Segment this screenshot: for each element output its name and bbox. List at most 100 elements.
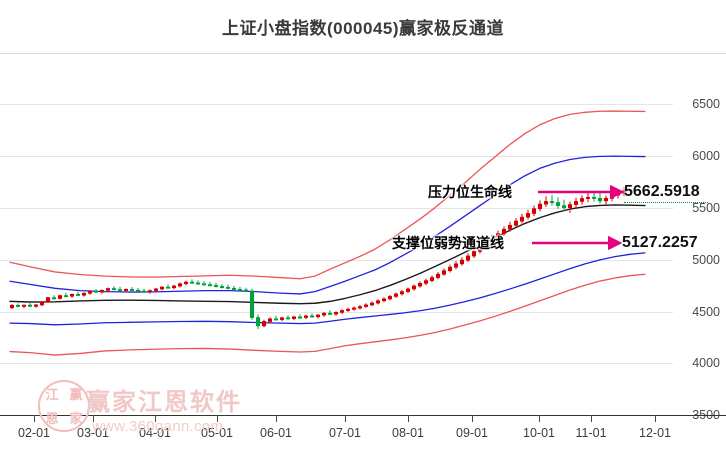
gridline-6000 [0,156,673,157]
candle-body [519,216,525,222]
x-tick-label: 09-01 [456,426,488,440]
candle-body [129,289,135,291]
candle-body [21,304,27,307]
annotation-label-resistance: 压力位生命线 [428,184,512,200]
x-tick-label: 07-01 [329,426,361,440]
gridline-5000 [0,260,673,261]
candle-body [117,289,123,292]
candle-body [249,290,255,318]
candle-body [87,290,93,294]
candle-body [471,251,477,257]
candle-body [579,198,585,202]
candle-body [153,288,159,291]
candle-body [531,208,537,214]
series-upper-red-band [9,110,646,280]
gridline-4000 [0,363,673,364]
candle-body [57,295,63,299]
candle-body [555,202,561,206]
candle-body [321,312,327,316]
series-lower-red-band [9,273,646,356]
candle-body [33,304,39,307]
seal-char-0: 江 [45,386,59,402]
y-tick-label: 4000 [692,356,720,370]
x-tick-mark [539,415,540,422]
candle-body [513,220,519,226]
candle-body [429,277,435,282]
candle-body [585,196,591,199]
series-middle-black-line [9,204,646,305]
candle-body [159,286,165,290]
x-tick-label: 05-01 [201,426,233,440]
plot-top-border [0,53,726,54]
candle-body [207,284,213,287]
candle-body [465,255,471,261]
candle-body [243,289,249,292]
candle-body [489,237,495,243]
candle-body [411,285,417,290]
candlestick-group [9,186,627,329]
candle-body [315,314,321,318]
candle-body [609,194,615,199]
candle-body [99,290,105,293]
candle-body [279,317,285,320]
x-axis-line [0,415,726,417]
candle-body [441,270,447,275]
y-tick-label: 6000 [692,149,720,163]
y-tick-label: 5500 [692,201,720,215]
candle-body [189,281,195,284]
x-tick-mark [93,415,94,422]
candle-body [369,302,375,306]
x-tick-mark [472,415,473,422]
candle-body [435,273,441,278]
x-tick-label: 11-01 [575,426,607,440]
candle-body [45,297,51,303]
x-tick-mark [591,415,592,422]
candle-body [333,312,339,315]
candle-body [447,266,453,272]
seal-char-2: 恩 [45,410,59,426]
candle-body [483,241,489,248]
candle-body [387,296,393,300]
x-tick-label: 02-01 [18,426,50,440]
candle-body [309,315,315,318]
watermark-brand: 赢家江恩软件 [86,389,242,416]
candle-body [105,288,111,291]
candle-body [273,318,279,321]
candle-body [459,259,465,265]
candle-body [351,307,357,310]
candle-body [303,315,309,318]
candle-body [507,224,513,230]
candle-body [345,308,351,311]
candle-body [561,205,567,209]
series-lower-blue-band [9,252,646,326]
x-tick-label: 04-01 [139,426,171,440]
y-tick-label: 4500 [692,305,720,319]
candle-body [381,298,387,302]
watermark-seal-logo: 江 赢 恩 家 [38,380,90,432]
candle-body [141,290,147,293]
gridline-6500 [0,104,673,105]
candle-body [423,280,429,284]
candle-body [69,293,75,297]
candle-body [27,304,33,307]
resistance-level-dotted-line [624,202,708,203]
candle-body [225,286,231,289]
candle-body [405,288,411,292]
gridline-5500 [0,208,673,209]
candle-body [261,321,267,327]
candle-body [147,290,153,293]
candle-body [297,316,303,319]
candle-body [417,282,423,287]
candle-body [267,318,273,322]
candle-body [393,293,399,297]
candle-body [339,310,345,313]
x-tick-label: 06-01 [260,426,292,440]
series-upper-blue-band [9,155,646,295]
candle-body [171,285,177,289]
candle-body [573,201,579,205]
candle-body [399,291,405,295]
candle-body [9,304,15,309]
candle-body [525,213,531,218]
candle-body [75,293,81,296]
